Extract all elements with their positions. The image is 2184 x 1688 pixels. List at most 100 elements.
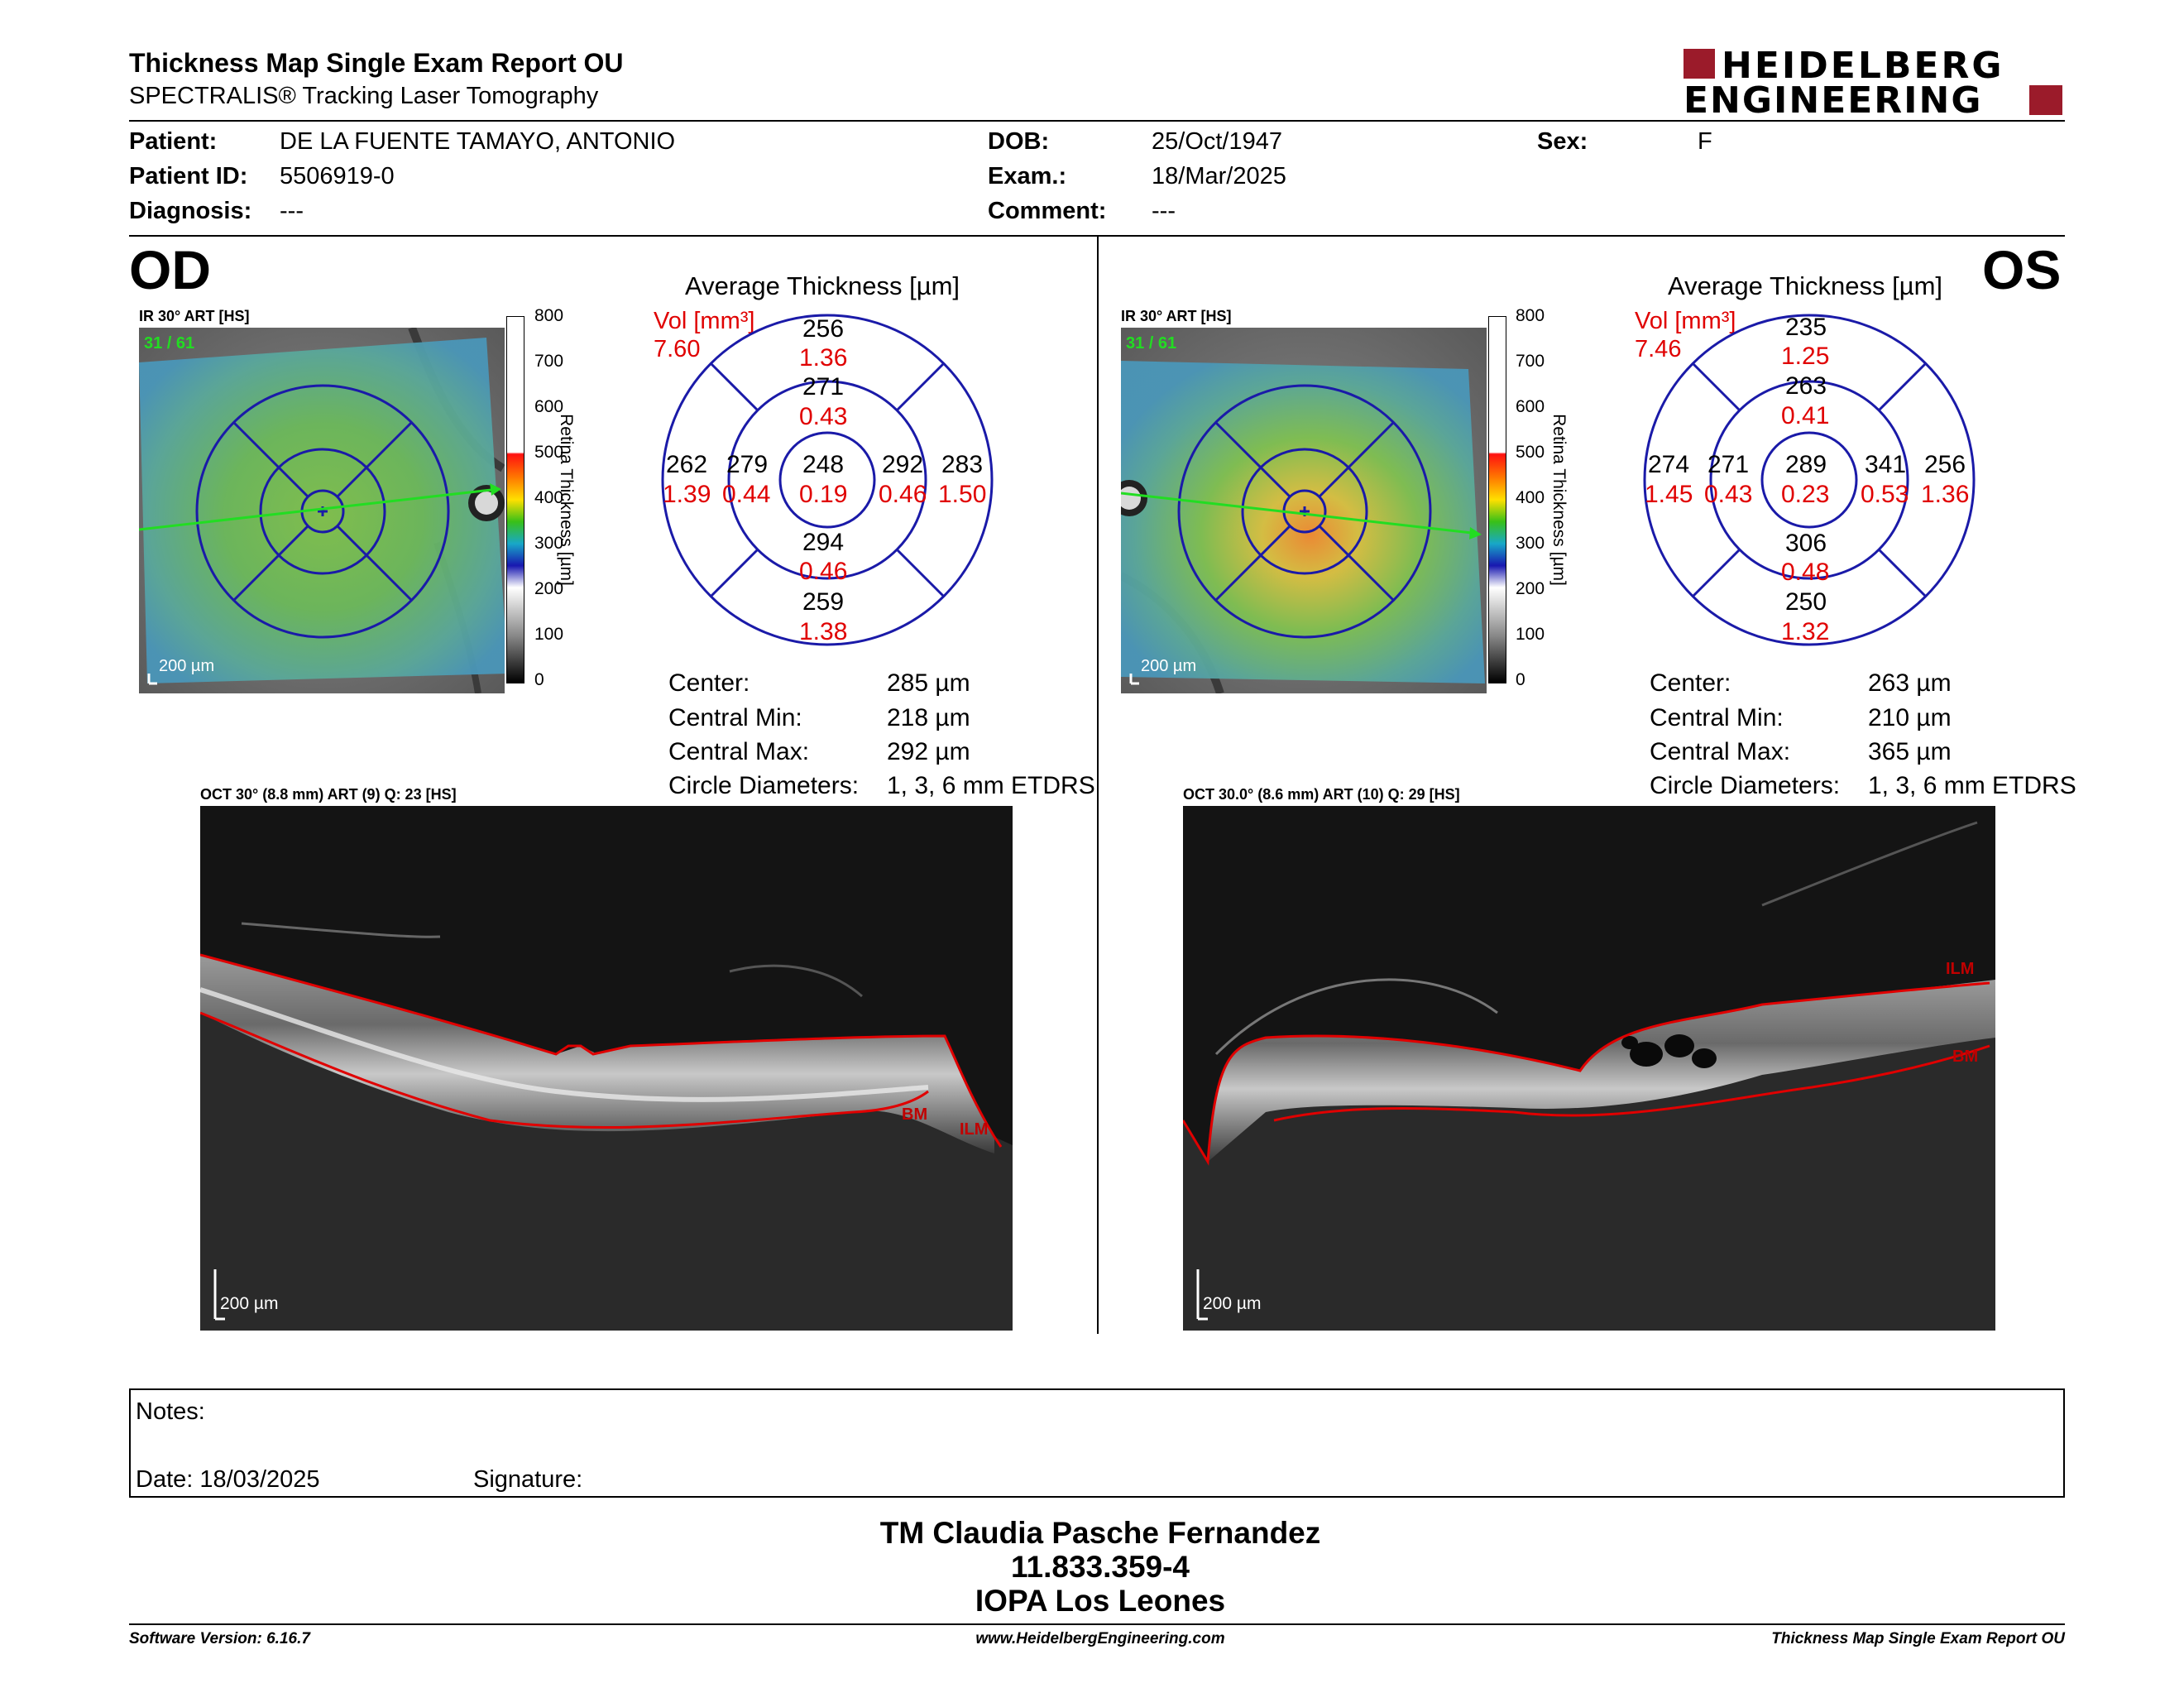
exam-value: 18/Mar/2025 [1152,163,1286,189]
sign-name: TM Claudia Pasche Fernandez [879,1516,1321,1550]
os-outer-sup-thickness: 235 [1785,314,1827,341]
od-stat-value: 1, 3, 6 mm ETDRS [887,772,1095,799]
diagnosis-label: Diagnosis: [129,198,252,224]
exam-label: Exam.: [988,163,1067,189]
os-cb-tick: 400 [1516,488,1545,507]
os-outer-inf-thickness: 250 [1785,588,1827,616]
os-cb-tick: 200 [1516,579,1545,598]
os-bm-tag: BM [1952,1048,1979,1066]
os-stat-label: Circle Diameters: [1650,772,1841,799]
os-inner-temp-vol: 0.43 [1704,481,1753,508]
od-outer-nas-thickness: 283 [941,451,984,478]
notes-label: Notes: [136,1398,205,1425]
os-cb-tick: 700 [1516,352,1545,371]
od-outer-temp-vol: 1.39 [663,481,711,508]
os-inner-inf-thickness: 306 [1785,530,1827,557]
os-eye-label: OS [1982,239,2062,300]
od-cb-tick: 700 [534,352,564,371]
od-stat-label: Central Max: [668,738,810,765]
os-stat-value: 1, 3, 6 mm ETDRS [1868,772,2076,799]
od-inner-temp-thickness: 279 [726,451,769,478]
od-cb-tick: 800 [534,306,564,325]
od-inner-temp-vol: 0.44 [722,481,771,508]
patient-divider [129,235,2065,237]
logo-red-block-top [1684,49,1715,79]
os-colorbar [1488,316,1506,683]
od-inner-inf-vol: 0.46 [799,558,848,585]
od-vol-label: Vol [mm³] [654,308,755,334]
os-frame-label: 31 / 61 [1126,334,1177,352]
dob-value: 25/Oct/1947 [1152,128,1282,155]
od-inner-sup-vol: 0.43 [799,403,848,430]
od-vol-total: 7.60 [654,336,701,362]
dob-label: DOB: [988,128,1050,155]
logo-text-engineering: ENGINEERING [1684,79,1983,122]
os-cb-tick: 0 [1516,670,1525,689]
od-colorbar-axis-label: Retina Thickness [µm] [557,414,576,586]
patient-id-value: 5506919-0 [280,163,395,189]
os-cb-tick: 100 [1516,625,1545,644]
od-stat-label: Center: [668,669,750,697]
os-outer-temp-thickness: 274 [1648,451,1690,478]
eye-divider [1097,237,1099,1334]
patient-label: Patient: [129,128,218,155]
os-inner-nas-thickness: 341 [1865,451,1907,478]
od-oct-label: OCT 30° (8.8 mm) ART (9) Q: 23 [HS] [200,786,457,803]
heidelberg-logo: HEIDELBERG ENGINEERING [1684,45,2064,122]
od-avg-title: Average Thickness [µm] [685,271,960,300]
os-cb-tick: 600 [1516,397,1545,416]
os-fundus-image: 31 / 61 200 µm [1121,328,1487,693]
od-oct-scale: 200 µm [220,1294,279,1313]
od-center-thickness: 248 [802,451,845,478]
patient-value: DE LA FUENTE TAMAYO, ANTONIO [280,128,676,155]
od-frame-label: 31 / 61 [144,334,195,352]
logo-text-heidelberg: HEIDELBERG [1722,45,2004,87]
od-etdrs-grid [661,314,994,646]
os-avg-title: Average Thickness [µm] [1668,271,1943,300]
sex-label: Sex: [1537,128,1588,155]
od-outer-sup-thickness: 256 [802,315,845,343]
sign-id: 11.833.359-4 [1010,1550,1190,1584]
os-outer-temp-vol: 1.45 [1645,481,1693,508]
sex-value: F [1698,128,1712,155]
od-inner-nas-thickness: 292 [882,451,924,478]
os-vol-total: 7.46 [1635,336,1682,362]
footer-website[interactable]: www.HeidelbergEngineering.com [975,1630,1225,1647]
os-inner-nas-vol: 0.53 [1861,481,1909,508]
od-stat-label: Circle Diameters: [668,772,860,799]
comment-value: --- [1152,198,1176,224]
os-etdrs-grid [1643,314,1976,646]
od-outer-inf-vol: 1.38 [799,618,848,645]
os-oct-label: OCT 30.0° (8.6 mm) ART (10) Q: 29 [HS] [1183,786,1460,803]
od-center-vol: 0.19 [799,481,848,508]
diagnosis-value: --- [280,198,304,224]
od-cb-tick: 100 [534,625,564,644]
logo-red-block-bottom [2029,85,2062,115]
footer-report: Thickness Map Single Exam Report OU [1771,1630,2065,1647]
od-colorbar [506,316,524,683]
os-outer-nas-vol: 1.36 [1921,481,1970,508]
os-fundus-scale: 200 µm [1141,657,1197,675]
od-cb-tick: 200 [534,579,564,598]
od-outer-temp-thickness: 262 [666,451,708,478]
notes-signature: Signature: [473,1466,583,1493]
notes-box [129,1388,2065,1498]
report-title: Thickness Map Single Exam Report OU [129,48,624,78]
os-center-vol: 0.23 [1781,481,1830,508]
os-ilm-tag: ILM [1946,960,1975,978]
od-fundus-scale: 200 µm [159,657,215,675]
od-inner-sup-thickness: 271 [802,373,845,400]
report-subtitle: SPECTRALIS® Tracking Laser Tomography [129,83,599,109]
os-inner-temp-thickness: 271 [1707,451,1750,478]
footer-divider [129,1623,2065,1625]
od-stat-value: 292 µm [887,738,970,765]
os-inner-inf-vol: 0.48 [1781,559,1830,586]
patient-id-label: Patient ID: [129,163,248,189]
os-outer-nas-thickness: 256 [1924,451,1966,478]
os-vol-label: Vol [mm³] [1635,308,1736,334]
os-cb-tick: 500 [1516,443,1545,462]
od-cb-tick: 300 [534,534,564,553]
od-bm-tag: BM [902,1105,928,1124]
od-outer-sup-vol: 1.36 [799,344,848,372]
os-stat-label: Central Min: [1650,704,1784,731]
